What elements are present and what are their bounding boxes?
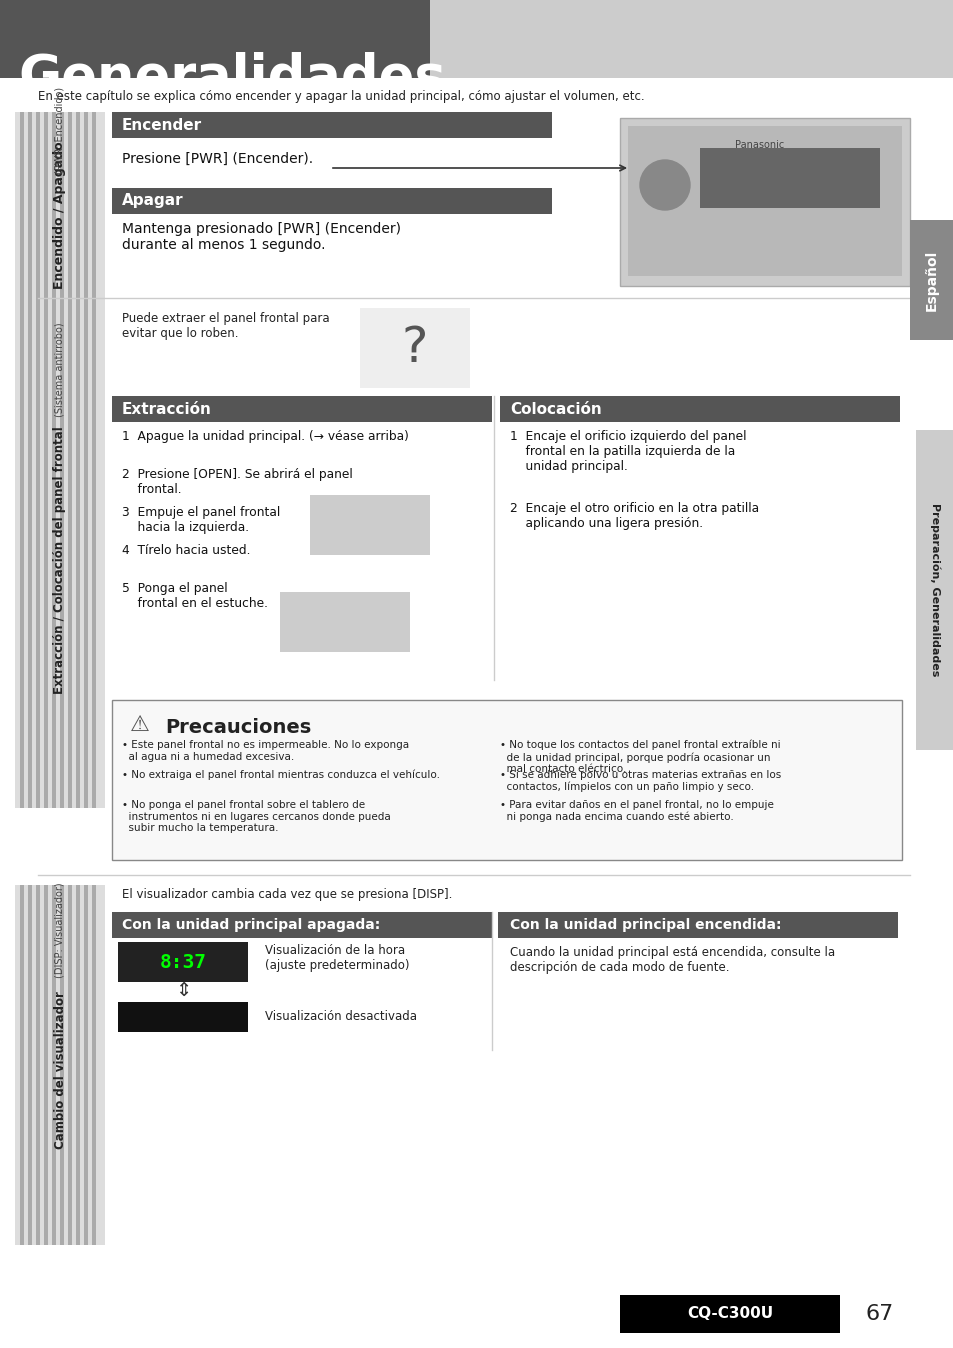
Text: Español: Español (924, 249, 938, 310)
Bar (118, 1002, 248, 1033)
Bar (627, 125, 901, 276)
Text: Panasonic: Panasonic (735, 140, 783, 150)
Bar (619, 1295, 840, 1333)
Bar (84, 112, 88, 311)
Bar (15, 307, 105, 807)
Bar (497, 913, 897, 938)
Text: Encendido / Apagado: Encendido / Apagado (53, 142, 67, 288)
Bar (280, 592, 410, 652)
Bar (118, 942, 248, 981)
Bar (15, 112, 105, 311)
Text: (DISP: Visualizador): (DISP: Visualizador) (55, 882, 65, 977)
Text: • No ponga el panel frontal sobre el tablero de
  instrumentos ni en lugares cer: • No ponga el panel frontal sobre el tab… (122, 799, 391, 833)
Bar (15, 886, 105, 1246)
Text: 2  Presione [OPEN]. Se abrirá el panel
    frontal.: 2 Presione [OPEN]. Se abrirá el panel fr… (122, 468, 353, 496)
Text: Cuando la unidad principal está encendida, consulte la
descripción de cada modo : Cuando la unidad principal está encendid… (510, 946, 834, 975)
Bar (36, 307, 40, 807)
Bar (112, 700, 901, 860)
Bar (112, 913, 492, 938)
Text: ⚠: ⚠ (130, 714, 150, 735)
Bar (619, 119, 909, 286)
Bar (76, 886, 80, 1246)
Bar (28, 886, 32, 1246)
Text: Con la unidad principal encendida:: Con la unidad principal encendida: (510, 918, 781, 931)
Bar (0, 0, 430, 78)
Bar (28, 112, 32, 311)
Bar (60, 112, 64, 311)
Bar (36, 886, 40, 1246)
Bar (20, 112, 24, 311)
Bar (84, 886, 88, 1246)
Bar (44, 112, 48, 311)
Bar (84, 307, 88, 807)
Text: Con la unidad principal apagada:: Con la unidad principal apagada: (122, 918, 380, 931)
Text: Colocación: Colocación (510, 402, 601, 417)
Bar (91, 886, 96, 1246)
Text: 5  Ponga el panel
    frontal en el estuche.: 5 Ponga el panel frontal en el estuche. (122, 582, 268, 611)
Bar (60, 886, 64, 1246)
Text: • Este panel frontal no es impermeable. No lo exponga
  al agua ni a humedad exc: • Este panel frontal no es impermeable. … (122, 740, 409, 762)
Bar (52, 307, 56, 807)
Text: Preparación, Generalidades: Preparación, Generalidades (929, 503, 940, 677)
Text: Generalidades: Generalidades (18, 53, 445, 104)
Text: • Para evitar daños en el panel frontal, no lo empuje
  ni ponga nada encima cua: • Para evitar daños en el panel frontal,… (499, 799, 773, 822)
Bar (68, 307, 71, 807)
Bar (68, 886, 71, 1246)
Text: Presione [PWR] (Encender).: Presione [PWR] (Encender). (122, 152, 313, 166)
Bar (44, 886, 48, 1246)
Bar (76, 112, 80, 311)
Text: (PWR: Encendido): (PWR: Encendido) (55, 86, 65, 174)
Bar (20, 307, 24, 807)
Bar (700, 148, 879, 208)
Text: Apagar: Apagar (122, 194, 183, 209)
Text: Precauciones: Precauciones (165, 718, 311, 737)
Text: 67: 67 (865, 1304, 893, 1324)
Bar (112, 187, 552, 214)
Bar (20, 886, 24, 1246)
Text: 3  Empuje el panel frontal
    hacia la izquierda.: 3 Empuje el panel frontal hacia la izqui… (122, 506, 280, 534)
Text: Visualización desactivada: Visualización desactivada (265, 1011, 416, 1023)
Text: 1  Apague la unidad principal. (→ véase arriba): 1 Apague la unidad principal. (→ véase a… (122, 430, 409, 443)
Bar (112, 112, 552, 137)
Bar (76, 307, 80, 807)
Bar (112, 396, 492, 422)
Bar (52, 886, 56, 1246)
Text: Cambio del visualizador: Cambio del visualizador (53, 991, 67, 1148)
Bar (619, 119, 909, 286)
Text: • No toque los contactos del panel frontal extraíble ni
  de la unidad principal: • No toque los contactos del panel front… (499, 740, 780, 774)
Bar (91, 112, 96, 311)
Text: En este capítulo se explica cómo encender y apagar la unidad principal, cómo aju: En este capítulo se explica cómo encende… (38, 90, 644, 102)
Text: (Sistema antirrobo): (Sistema antirrobo) (55, 322, 65, 418)
Bar (68, 112, 71, 311)
Bar (44, 307, 48, 807)
Bar (909, 220, 953, 340)
Bar (36, 112, 40, 311)
Text: 1  Encaje el orificio izquierdo del panel
    frontal en la patilla izquierda de: 1 Encaje el orificio izquierdo del panel… (510, 430, 745, 473)
Bar (52, 112, 56, 311)
Text: Puede extraer el panel frontal para
evitar que lo roben.: Puede extraer el panel frontal para evit… (122, 311, 330, 340)
Bar (499, 396, 899, 422)
Text: 4  Tírelo hacia usted.: 4 Tírelo hacia usted. (122, 545, 251, 557)
Text: • Si se adhiere polvo u otras materias extrañas en los
  contactos, límpielos co: • Si se adhiere polvo u otras materias e… (499, 770, 781, 793)
Text: 8:37: 8:37 (159, 953, 206, 972)
Text: ⇕: ⇕ (174, 980, 191, 999)
Bar (310, 495, 430, 555)
Text: El visualizador cambia cada vez que se presiona [DISP].: El visualizador cambia cada vez que se p… (122, 888, 452, 900)
Text: Visualización de la hora
(ajuste predeterminado): Visualización de la hora (ajuste predete… (265, 944, 409, 972)
Text: ?: ? (401, 324, 428, 372)
Bar (915, 430, 953, 749)
Bar (430, 0, 953, 78)
Bar (28, 307, 32, 807)
Text: Extracción: Extracción (122, 402, 212, 417)
Circle shape (639, 160, 689, 210)
Text: CQ-C300U: CQ-C300U (686, 1306, 772, 1321)
Text: 2  Encaje el otro orificio en la otra patilla
    aplicando una ligera presión.: 2 Encaje el otro orificio en la otra pat… (510, 501, 759, 530)
Bar (60, 307, 64, 807)
Text: Mantenga presionado [PWR] (Encender)
durante al menos 1 segundo.: Mantenga presionado [PWR] (Encender) dur… (122, 222, 400, 252)
Bar (91, 307, 96, 807)
Bar (359, 307, 470, 388)
Text: • No extraiga el panel frontal mientras conduzca el vehículo.: • No extraiga el panel frontal mientras … (122, 770, 439, 780)
Text: Extracción / Colocación del panel frontal: Extracción / Colocación del panel fronta… (53, 426, 67, 694)
Text: Encender: Encender (122, 117, 202, 132)
